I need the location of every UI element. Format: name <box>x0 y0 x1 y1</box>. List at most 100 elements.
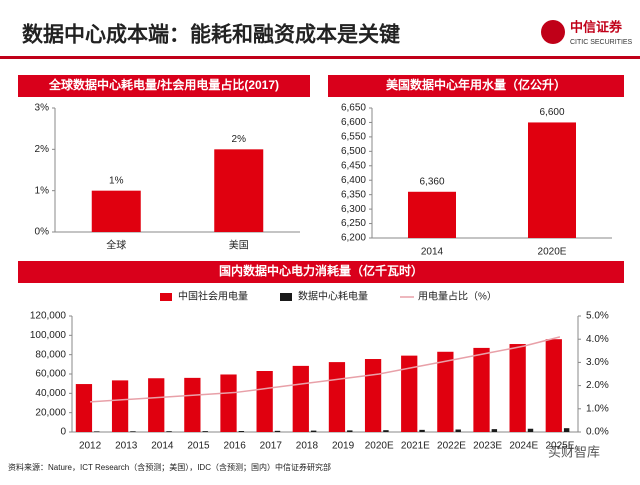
value-label: 6,600 <box>539 107 564 118</box>
panel-header <box>328 75 624 97</box>
x-tick-label: 2021E <box>401 441 430 452</box>
y-tick-label: 6,300 <box>341 204 366 215</box>
bar <box>292 365 309 432</box>
bar <box>473 347 490 432</box>
y2-tick-label: 2.0% <box>586 380 609 391</box>
y2-tick-label: 4.0% <box>586 334 609 345</box>
value-label: 6,360 <box>419 176 444 187</box>
bar <box>166 431 172 432</box>
legend-label: 用电量占比（%） <box>418 290 497 303</box>
bar <box>401 355 418 432</box>
x-tick-label: 2014 <box>151 441 174 452</box>
bar <box>256 371 273 432</box>
line <box>90 336 561 403</box>
x-tick-label: 2020E <box>365 441 394 452</box>
x-tick-label: 2023E <box>473 441 502 452</box>
panel-title: 全球数据中心耗电量/社会用电量占比(2017) <box>48 77 279 92</box>
y-tick-label: 6,200 <box>341 233 366 244</box>
y2-tick-label: 3.0% <box>586 357 609 368</box>
y-tick-label: 100,000 <box>30 330 67 341</box>
y-tick-label: 0% <box>35 227 50 238</box>
bar <box>75 384 93 432</box>
y-tick-label: 2% <box>35 144 50 155</box>
bar <box>419 429 425 432</box>
source-note: 资料来源：Nature，ICT Research（含预测；美国），IDC（含预测… <box>8 462 331 472</box>
x-tick-label: 2013 <box>115 441 138 452</box>
x-tick-label: 2024E <box>509 441 538 452</box>
legend-marker <box>280 293 292 301</box>
bar <box>491 429 498 432</box>
x-tick-label: 美国 <box>229 239 249 252</box>
x-tick-label: 2015 <box>187 441 210 452</box>
x-tick-label: 2022E <box>437 441 466 452</box>
y2-tick-label: 5.0% <box>586 311 609 322</box>
value-label: 2% <box>232 134 247 145</box>
x-tick-label: 2017 <box>260 441 283 452</box>
bar <box>347 430 353 432</box>
x-tick-label: 2020E <box>538 247 567 258</box>
y-tick-label: 6,550 <box>341 132 366 143</box>
bar <box>94 431 100 432</box>
panel-header <box>18 75 310 97</box>
logo-sub: CITIC SECURITIES <box>570 39 633 46</box>
bar <box>545 339 562 432</box>
x-tick-label: 2014 <box>421 247 444 258</box>
x-tick-label: 2016 <box>224 441 247 452</box>
y-tick-label: 6,400 <box>341 175 366 186</box>
panel-title: 美国数据中心年用水量（亿公升） <box>386 77 566 92</box>
legend-label: 数据中心耗电量 <box>298 290 368 303</box>
bar <box>202 431 208 432</box>
bar <box>364 359 382 432</box>
bar <box>238 431 245 432</box>
y-tick-label: 6,500 <box>341 146 366 157</box>
bar <box>91 190 141 232</box>
bar <box>527 428 534 432</box>
y-tick-label: 40,000 <box>35 388 66 399</box>
value-label: 1% <box>109 175 124 186</box>
bar <box>437 351 454 432</box>
y-tick-label: 1% <box>35 185 50 196</box>
y-tick-label: 6,250 <box>341 218 366 229</box>
bar <box>184 377 201 432</box>
x-tick-label: 2019 <box>332 441 355 452</box>
bar <box>455 429 461 432</box>
legend-label: 中国社会用电量 <box>178 290 248 303</box>
y-tick-label: 3% <box>35 103 50 114</box>
y2-tick-label: 0.0% <box>586 427 609 438</box>
y-tick-label: 6,450 <box>341 160 366 171</box>
bar <box>220 374 237 432</box>
bar <box>528 122 576 238</box>
bar <box>214 149 264 232</box>
y-tick-label: 6,350 <box>341 189 366 200</box>
bar <box>563 428 570 432</box>
y-tick-label: 120,000 <box>30 311 67 322</box>
bar <box>310 430 317 432</box>
bar <box>130 431 136 432</box>
logo-name: 中信证券 <box>570 19 623 34</box>
bar <box>383 430 389 432</box>
bar <box>274 430 281 432</box>
y-tick-label: 6,650 <box>341 103 366 114</box>
y-tick-label: 60,000 <box>35 369 66 380</box>
bar <box>328 362 346 432</box>
legend-marker <box>160 293 172 301</box>
y-tick-label: 0 <box>60 427 66 438</box>
x-tick-label: 2025E <box>545 441 574 452</box>
panel-header <box>18 261 624 283</box>
y-tick-label: 6,600 <box>341 117 366 128</box>
slide-title: 数据中心成本端：能耗和融资成本是关键 <box>22 23 400 47</box>
x-tick-label: 2012 <box>79 441 102 452</box>
bar <box>111 380 129 432</box>
x-tick-label: 2018 <box>296 441 319 452</box>
y-tick-label: 20,000 <box>35 407 66 418</box>
bar <box>148 378 165 432</box>
bar <box>408 191 456 238</box>
bar <box>509 344 526 432</box>
y2-tick-label: 1.0% <box>586 403 609 414</box>
x-tick-label: 全球 <box>106 239 126 252</box>
title-rule <box>0 56 640 59</box>
watermark: 买财智库 <box>548 444 600 459</box>
logo-icon <box>541 20 565 44</box>
panel-title: 国内数据中心电力消耗量（亿千瓦时） <box>219 263 423 278</box>
